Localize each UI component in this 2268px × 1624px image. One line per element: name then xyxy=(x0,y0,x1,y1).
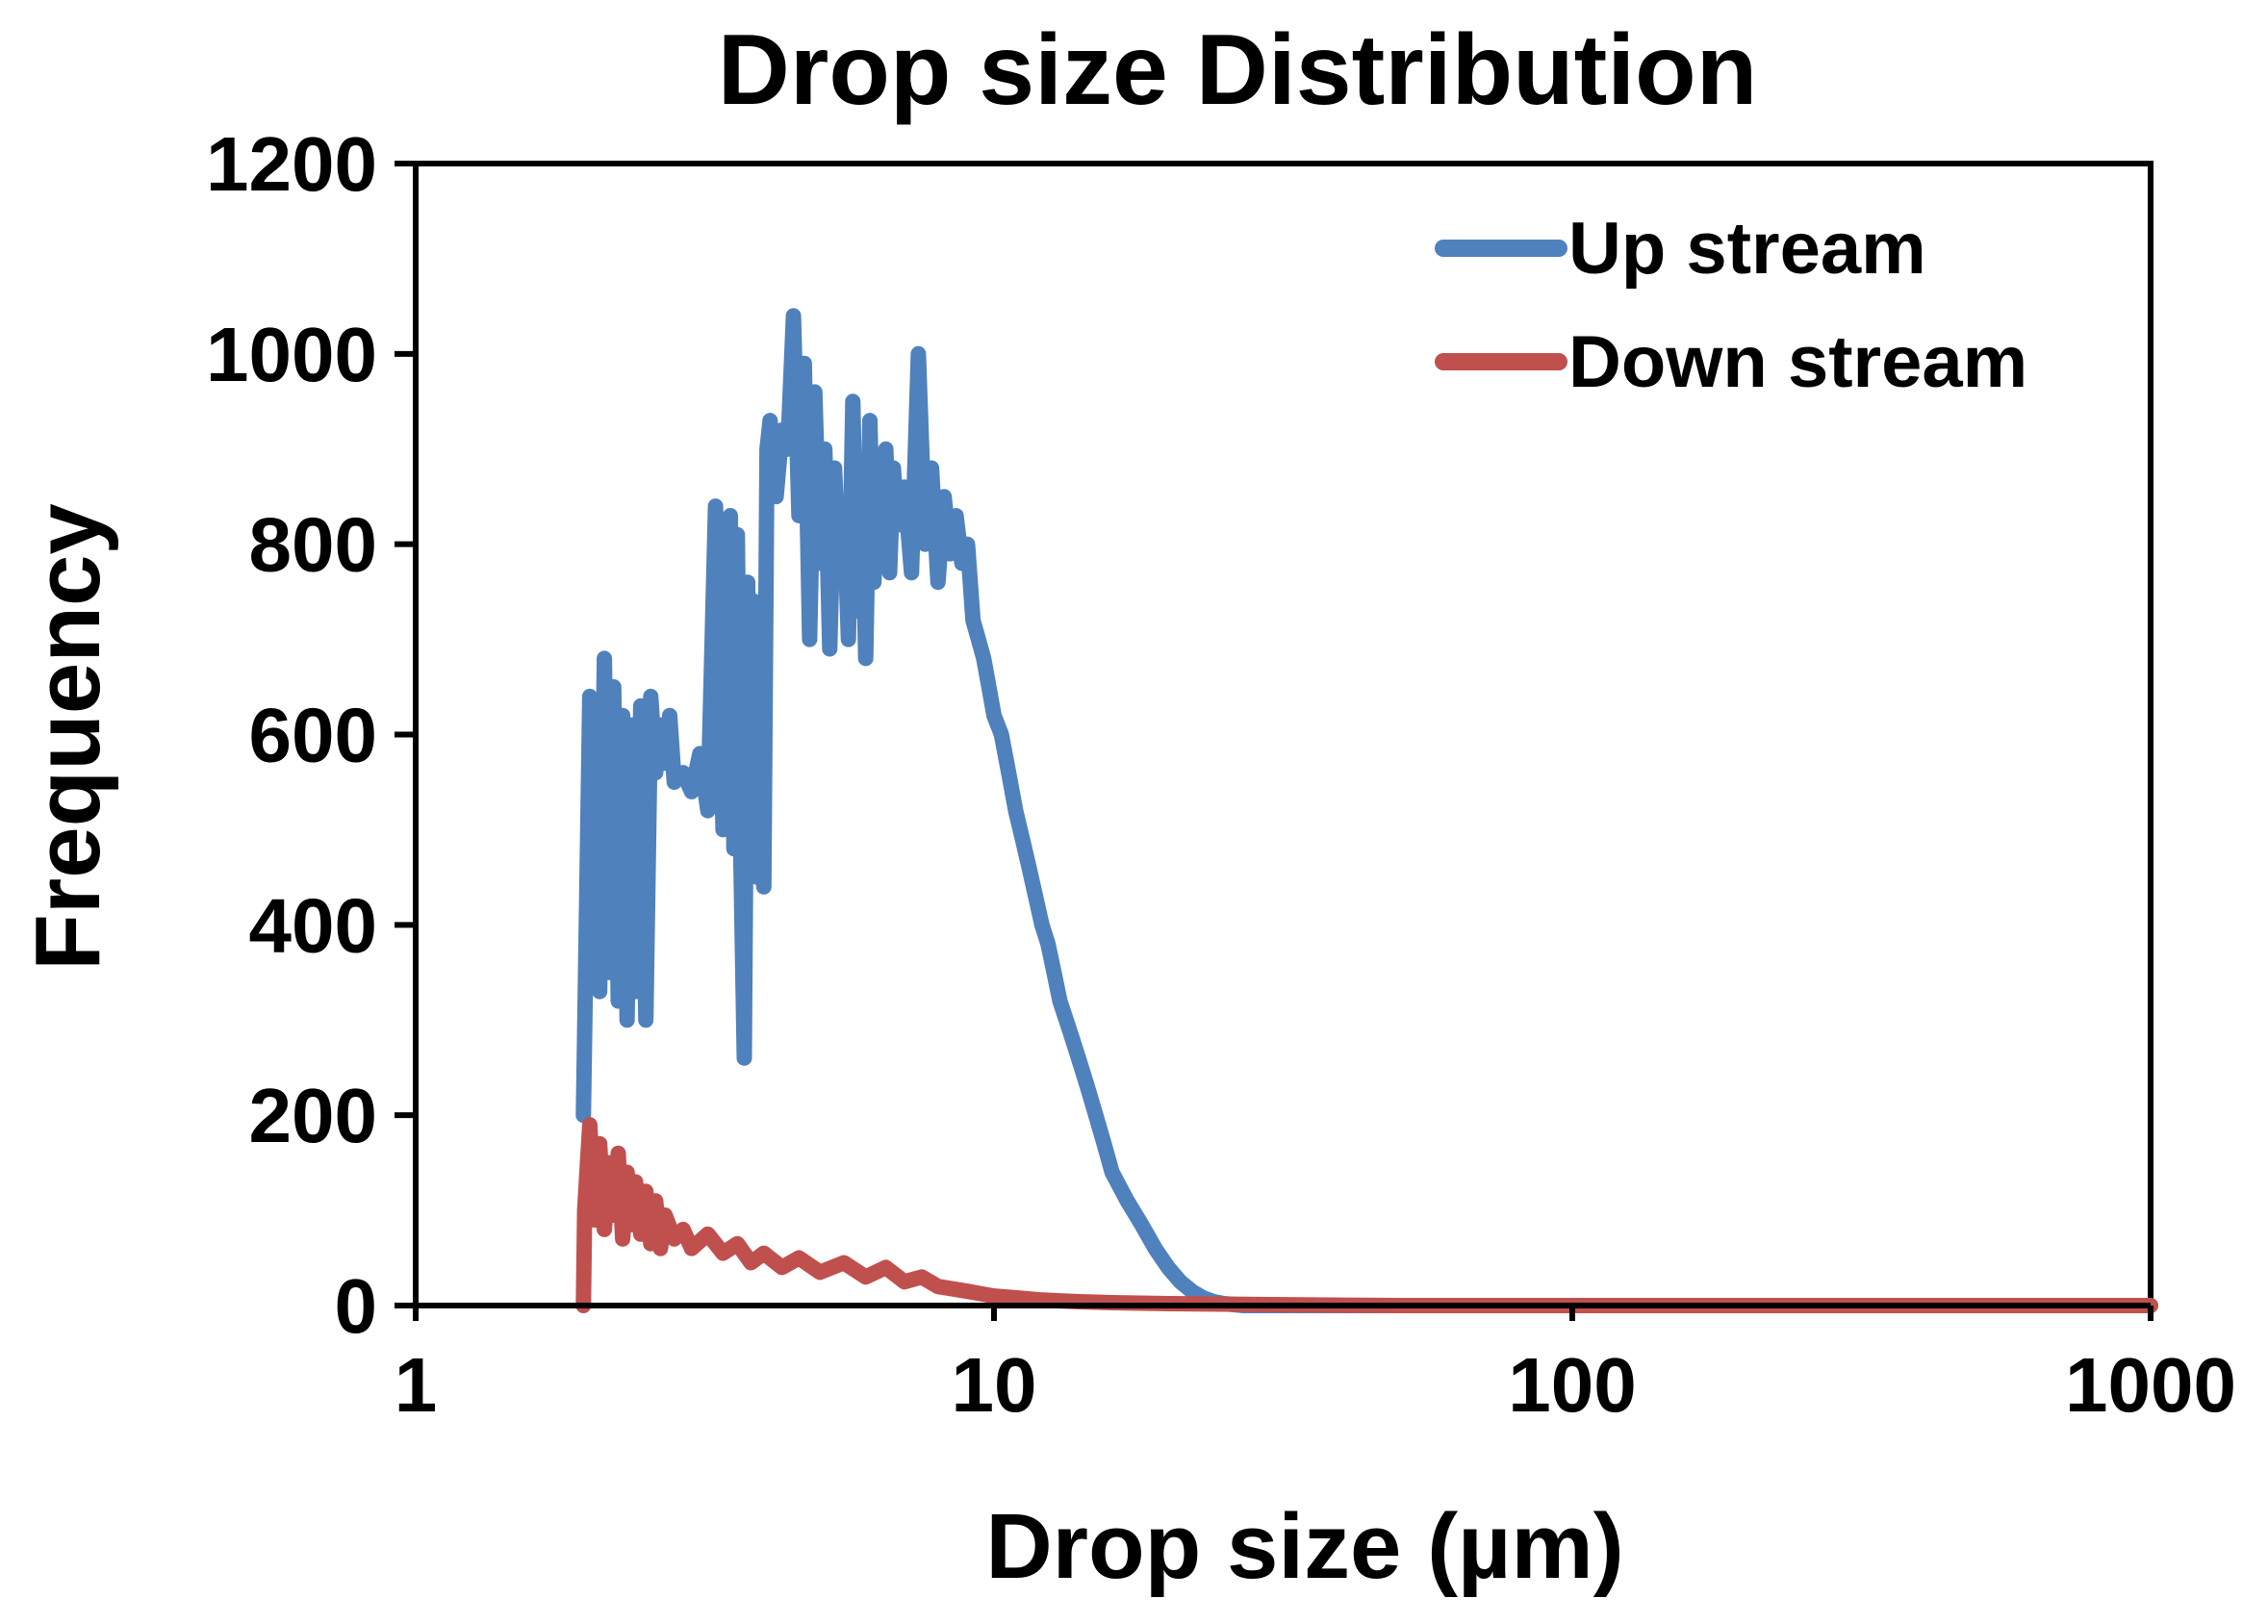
legend-label: Down stream xyxy=(1568,321,2027,403)
series-line-down-stream xyxy=(575,1117,2158,1313)
y-tick-label: 1200 xyxy=(206,121,377,207)
legend-label: Up stream xyxy=(1568,208,1926,290)
y-tick-label: 200 xyxy=(249,1073,377,1158)
x-axis-ticks: 1 10 100 1000 xyxy=(395,1306,2236,1428)
x-tick-label: 10 xyxy=(952,1342,1037,1428)
y-axis-ticks: 0 200 400 600 800 1000 1200 xyxy=(206,121,416,1349)
y-tick-label: 1000 xyxy=(206,312,377,397)
x-tick-label: 1 xyxy=(395,1342,438,1428)
chart-title: Drop size Distribution xyxy=(718,14,1757,126)
y-tick-label: 400 xyxy=(249,882,377,968)
y-axis-label: Frequency xyxy=(16,503,119,970)
series-line-up-stream xyxy=(575,308,2158,1313)
y-tick-label: 0 xyxy=(335,1263,378,1349)
x-axis-label: Drop size (µm) xyxy=(985,1495,1623,1598)
series-layer xyxy=(575,308,2158,1313)
legend: Up stream Down stream xyxy=(1435,208,2027,403)
y-tick-label: 800 xyxy=(249,502,377,588)
x-tick-label: 100 xyxy=(1508,1342,1636,1428)
y-tick-label: 600 xyxy=(249,693,377,778)
x-tick-label: 1000 xyxy=(2065,1342,2236,1428)
